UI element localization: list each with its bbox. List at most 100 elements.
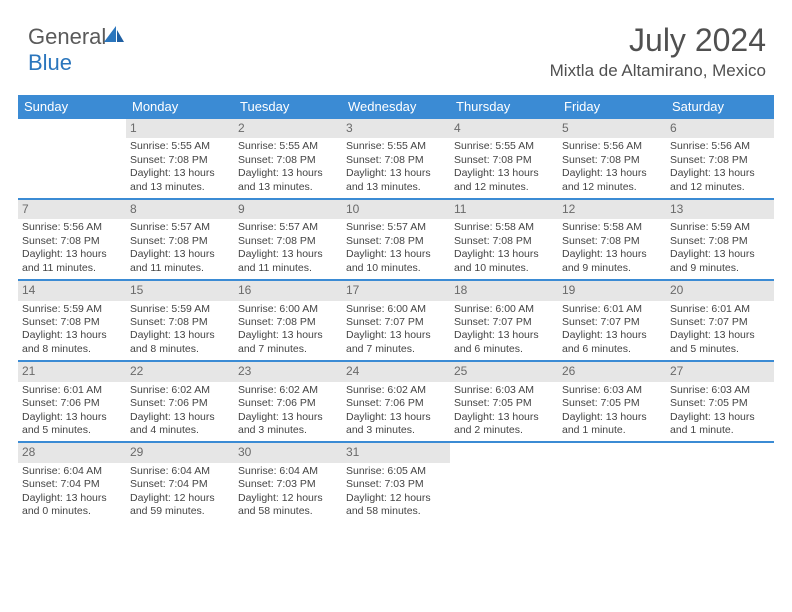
sunset-text: Sunset: 7:06 PM xyxy=(238,397,338,410)
day-info: Sunrise: 5:59 AMSunset: 7:08 PMDaylight:… xyxy=(670,221,770,275)
day-number: 9 xyxy=(234,200,342,219)
daylight-line1: Daylight: 13 hours xyxy=(454,248,554,261)
daylight-line1: Daylight: 13 hours xyxy=(454,167,554,180)
daylight-line1: Daylight: 13 hours xyxy=(670,329,770,342)
daylight-line1: Daylight: 12 hours xyxy=(238,492,338,505)
sunrise-text: Sunrise: 5:55 AM xyxy=(238,140,338,153)
sunrise-text: Sunrise: 5:57 AM xyxy=(238,221,338,234)
daylight-line1: Daylight: 13 hours xyxy=(562,248,662,261)
sunset-text: Sunset: 7:03 PM xyxy=(238,478,338,491)
day-info: Sunrise: 5:56 AMSunset: 7:08 PMDaylight:… xyxy=(670,140,770,194)
daylight-line1: Daylight: 13 hours xyxy=(346,329,446,342)
day-info: Sunrise: 6:03 AMSunset: 7:05 PMDaylight:… xyxy=(562,384,662,438)
day-info: Sunrise: 6:00 AMSunset: 7:07 PMDaylight:… xyxy=(454,303,554,357)
day-number: 2 xyxy=(234,119,342,138)
sunrise-text: Sunrise: 5:58 AM xyxy=(562,221,662,234)
daylight-line2: and 11 minutes. xyxy=(130,262,230,275)
day-cell: 19Sunrise: 6:01 AMSunset: 7:07 PMDayligh… xyxy=(558,281,666,360)
sunset-text: Sunset: 7:08 PM xyxy=(130,154,230,167)
brand-general: General xyxy=(28,24,106,49)
day-info: Sunrise: 6:04 AMSunset: 7:03 PMDaylight:… xyxy=(238,465,338,519)
sunset-text: Sunset: 7:08 PM xyxy=(454,235,554,248)
daylight-line1: Daylight: 13 hours xyxy=(454,411,554,424)
daylight-line2: and 1 minute. xyxy=(670,424,770,437)
sunrise-text: Sunrise: 6:03 AM xyxy=(562,384,662,397)
daylight-line1: Daylight: 13 hours xyxy=(670,167,770,180)
daylight-line2: and 3 minutes. xyxy=(238,424,338,437)
day-cell: 18Sunrise: 6:00 AMSunset: 7:07 PMDayligh… xyxy=(450,281,558,360)
sunset-text: Sunset: 7:04 PM xyxy=(22,478,122,491)
day-cell: 16Sunrise: 6:00 AMSunset: 7:08 PMDayligh… xyxy=(234,281,342,360)
sunset-text: Sunset: 7:08 PM xyxy=(238,316,338,329)
sunset-text: Sunset: 7:08 PM xyxy=(562,235,662,248)
daylight-line1: Daylight: 13 hours xyxy=(238,167,338,180)
sunset-text: Sunset: 7:03 PM xyxy=(346,478,446,491)
day-cell: 26Sunrise: 6:03 AMSunset: 7:05 PMDayligh… xyxy=(558,362,666,441)
sunset-text: Sunset: 7:08 PM xyxy=(670,235,770,248)
sunrise-text: Sunrise: 6:03 AM xyxy=(454,384,554,397)
brand-blue: Blue xyxy=(28,50,72,75)
day-info: Sunrise: 5:56 AMSunset: 7:08 PMDaylight:… xyxy=(22,221,122,275)
daylight-line2: and 2 minutes. xyxy=(454,424,554,437)
day-cell: 12 Sunrise: 5:58 AMSunset: 7:08 PMDayligh… xyxy=(558,200,666,279)
daylight-line2: and 3 minutes. xyxy=(346,424,446,437)
week-row: 28Sunrise: 6:04 AMSunset: 7:04 PMDayligh… xyxy=(18,443,774,522)
daylight-line1: Daylight: 13 hours xyxy=(670,248,770,261)
day-info: Sunrise: 6:01 AMSunset: 7:07 PMDaylight:… xyxy=(670,303,770,357)
day-cell: 6Sunrise: 5:56 AMSunset: 7:08 PMDaylight… xyxy=(666,119,774,198)
day-info: Sunrise: 5:57 AMSunset: 7:08 PMDaylight:… xyxy=(238,221,338,275)
day-info: Sunrise: 5:55 AMSunset: 7:08 PMDaylight:… xyxy=(346,140,446,194)
weekday-sat: Saturday xyxy=(666,95,774,119)
sunset-text: Sunset: 7:07 PM xyxy=(454,316,554,329)
weekday-tue: Tuesday xyxy=(234,95,342,119)
day-cell xyxy=(666,443,774,522)
daylight-line1: Daylight: 12 hours xyxy=(346,492,446,505)
weeks-container: 1Sunrise: 5:55 AMSunset: 7:08 PMDaylight… xyxy=(18,119,774,523)
daylight-line1: Daylight: 13 hours xyxy=(22,411,122,424)
calendar: Sunday Monday Tuesday Wednesday Thursday… xyxy=(18,95,774,523)
day-cell: 22Sunrise: 6:02 AMSunset: 7:06 PMDayligh… xyxy=(126,362,234,441)
brand-logo: GeneralBlue xyxy=(28,24,128,76)
daylight-line2: and 0 minutes. xyxy=(22,505,122,518)
daylight-line1: Daylight: 13 hours xyxy=(346,411,446,424)
day-number: 21 xyxy=(18,362,126,381)
day-number: 15 xyxy=(126,281,234,300)
day-info: Sunrise: 5:55 AMSunset: 7:08 PMDaylight:… xyxy=(238,140,338,194)
day-cell: 4Sunrise: 5:55 AMSunset: 7:08 PMDaylight… xyxy=(450,119,558,198)
sunset-text: Sunset: 7:05 PM xyxy=(562,397,662,410)
sunrise-text: Sunrise: 6:01 AM xyxy=(670,303,770,316)
sunset-text: Sunset: 7:07 PM xyxy=(670,316,770,329)
brand-sail-icon xyxy=(102,24,128,49)
sunrise-text: Sunrise: 6:02 AM xyxy=(130,384,230,397)
sunrise-text: Sunrise: 6:00 AM xyxy=(454,303,554,316)
day-info: Sunrise: 6:01 AMSunset: 7:07 PMDaylight:… xyxy=(562,303,662,357)
weekday-fri: Friday xyxy=(558,95,666,119)
day-cell: 5Sunrise: 5:56 AMSunset: 7:08 PMDaylight… xyxy=(558,119,666,198)
weekday-sun: Sunday xyxy=(18,95,126,119)
day-cell: 9 Sunrise: 5:57 AMSunset: 7:08 PMDaylight… xyxy=(234,200,342,279)
day-number: 16 xyxy=(234,281,342,300)
day-info: Sunrise: 5:57 AMSunset: 7:08 PMDaylight:… xyxy=(346,221,446,275)
day-cell: 1Sunrise: 5:55 AMSunset: 7:08 PMDaylight… xyxy=(126,119,234,198)
day-number: 5 xyxy=(558,119,666,138)
daylight-line2: and 12 minutes. xyxy=(562,181,662,194)
day-cell: 29Sunrise: 6:04 AMSunset: 7:04 PMDayligh… xyxy=(126,443,234,522)
day-number: 22 xyxy=(126,362,234,381)
daylight-line2: and 4 minutes. xyxy=(130,424,230,437)
daylight-line2: and 9 minutes. xyxy=(562,262,662,275)
day-cell: 30Sunrise: 6:04 AMSunset: 7:03 PMDayligh… xyxy=(234,443,342,522)
day-cell: 14Sunrise: 5:59 AMSunset: 7:08 PMDayligh… xyxy=(18,281,126,360)
day-info: Sunrise: 5:59 AMSunset: 7:08 PMDaylight:… xyxy=(130,303,230,357)
day-number: 12 xyxy=(558,200,666,219)
daylight-line1: Daylight: 13 hours xyxy=(22,329,122,342)
sunrise-text: Sunrise: 5:56 AM xyxy=(22,221,122,234)
daylight-line1: Daylight: 13 hours xyxy=(130,167,230,180)
sunset-text: Sunset: 7:06 PM xyxy=(346,397,446,410)
day-cell: 11Sunrise: 5:58 AMSunset: 7:08 PMDayligh… xyxy=(450,200,558,279)
sunrise-text: Sunrise: 6:04 AM xyxy=(130,465,230,478)
sunrise-text: Sunrise: 5:57 AM xyxy=(346,221,446,234)
sunset-text: Sunset: 7:05 PM xyxy=(670,397,770,410)
day-cell: 31Sunrise: 6:05 AMSunset: 7:03 PMDayligh… xyxy=(342,443,450,522)
sunrise-text: Sunrise: 6:00 AM xyxy=(346,303,446,316)
day-cell: 10Sunrise: 5:57 AMSunset: 7:08 PMDayligh… xyxy=(342,200,450,279)
